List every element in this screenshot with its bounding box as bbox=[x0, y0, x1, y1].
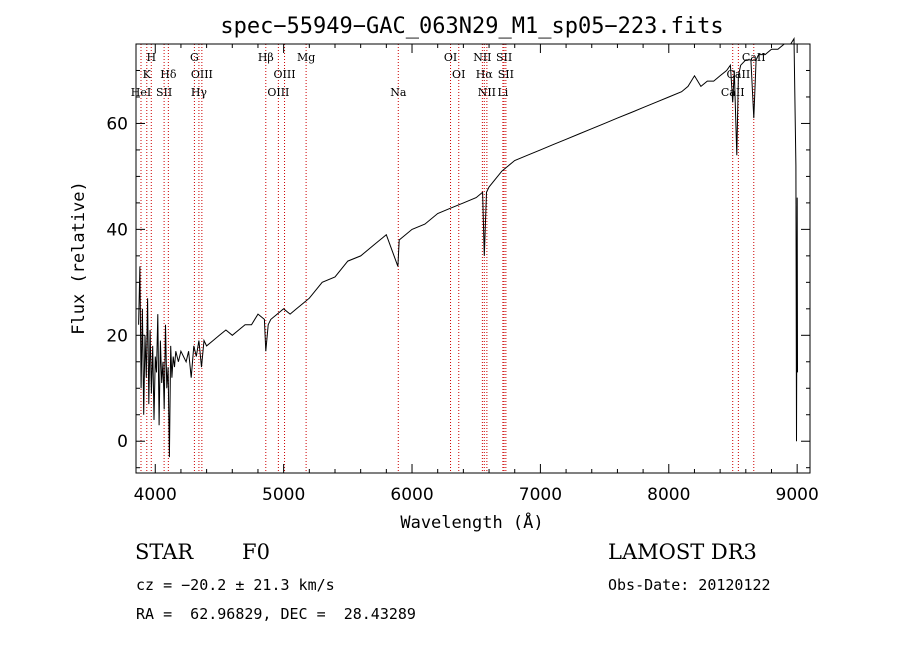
y-tick-label: 40 bbox=[106, 220, 128, 240]
spectral-line-label: OIII bbox=[191, 68, 213, 81]
spectral-line-label: K bbox=[143, 68, 152, 81]
plot-frame bbox=[135, 43, 811, 474]
spectral-line-label: Li bbox=[497, 86, 508, 99]
spectral-line-label: G bbox=[190, 51, 199, 64]
x-tick-label: 6000 bbox=[390, 485, 433, 505]
spectral-line-label: SII bbox=[156, 86, 172, 99]
x-axis-label: Wavelength (Å) bbox=[400, 511, 543, 533]
spectral-line-label: OI bbox=[452, 68, 465, 81]
spectrum-series-line bbox=[138, 36, 798, 458]
spectral-line-label: SII bbox=[498, 68, 514, 81]
redshift-velocity: cz = −20.2 ± 21.3 km/s bbox=[136, 576, 335, 594]
spectral-line-label: OIII bbox=[267, 86, 289, 99]
spectral-line-label: Na bbox=[390, 86, 407, 99]
spectral-line-label: Hβ bbox=[258, 51, 274, 64]
object-class: STAR bbox=[135, 540, 194, 564]
sky-coordinates: RA = 62.96829, DEC = 28.43289 bbox=[136, 605, 416, 623]
spectral-line-label: Hα bbox=[476, 68, 494, 81]
x-tick-label: 7000 bbox=[519, 485, 562, 505]
spectral-line-label: Mg bbox=[297, 51, 315, 64]
observation-date: Obs-Date: 20120122 bbox=[608, 576, 771, 594]
spectral-line-label: NII bbox=[478, 86, 496, 99]
y-tick-label: 0 bbox=[117, 432, 128, 452]
chart-title: spec−55949−GAC_063N29_M1_sp05−223.fits bbox=[220, 14, 723, 39]
axis-ticks: 4000 5000 6000 7000 8000 9000 0 20 40 60 bbox=[106, 43, 819, 505]
x-tick-label: 4000 bbox=[134, 485, 177, 505]
x-tick-label: 9000 bbox=[776, 485, 819, 505]
series-layer bbox=[138, 36, 798, 458]
y-tick-label: 20 bbox=[106, 326, 128, 346]
spectral-line-label: Hγ bbox=[191, 86, 208, 99]
x-tick-label: 8000 bbox=[647, 485, 690, 505]
spectral-line-label: H bbox=[146, 51, 156, 64]
spectral-line-label: OI bbox=[444, 51, 457, 64]
spectral-line-label: CaII bbox=[742, 51, 766, 64]
spectral-lines bbox=[140, 44, 755, 473]
spectral-line-label: SII bbox=[496, 51, 512, 64]
survey-name: LAMOST DR3 bbox=[608, 540, 757, 564]
spectral-line-label: Hδ bbox=[160, 68, 177, 81]
spectral-line-label: HeI bbox=[131, 86, 151, 99]
y-axis-label: Flux (relative) bbox=[69, 181, 89, 335]
spectral-line-label: OIII bbox=[274, 68, 296, 81]
spectral-subclass: F0 bbox=[242, 540, 270, 564]
y-tick-label: 60 bbox=[106, 114, 128, 134]
spectral-line-label: NII bbox=[473, 51, 491, 64]
x-tick-label: 5000 bbox=[262, 485, 305, 505]
